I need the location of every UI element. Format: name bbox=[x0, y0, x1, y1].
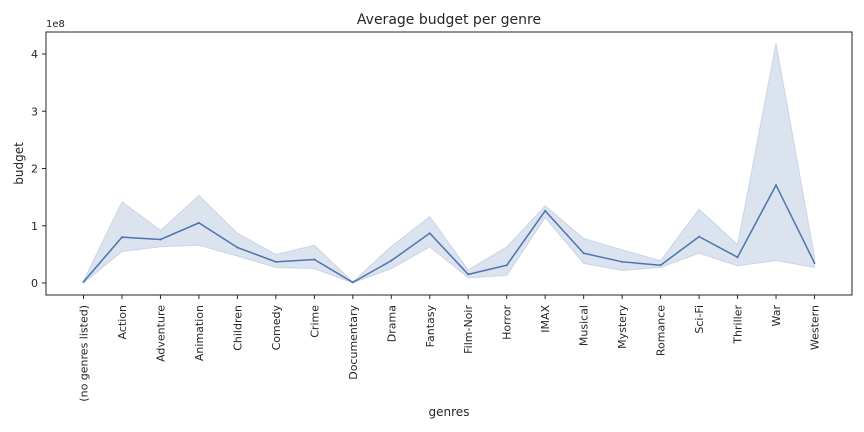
data-point-15 bbox=[659, 264, 662, 267]
x-tick-label: Fantasy bbox=[424, 305, 437, 348]
y-tick-label: 4 bbox=[31, 48, 38, 61]
data-point-8 bbox=[390, 259, 393, 262]
x-tick-label: Mystery bbox=[616, 305, 629, 349]
data-point-1 bbox=[120, 236, 123, 239]
x-tick-label: Adventure bbox=[154, 305, 167, 362]
x-tick-label: (no genres listed) bbox=[78, 305, 91, 402]
data-point-4 bbox=[236, 246, 239, 249]
x-tick-label: Film-Noir bbox=[462, 305, 475, 354]
x-tick-label: Children bbox=[231, 305, 244, 351]
x-tick-label: IMAX bbox=[539, 305, 552, 333]
x-tick-label: Western bbox=[809, 305, 822, 350]
x-tick-label: Romance bbox=[655, 305, 668, 356]
x-tick-label: Drama bbox=[385, 305, 398, 342]
x-tick-label: War bbox=[770, 305, 783, 327]
y-tick-label: 2 bbox=[31, 163, 38, 176]
data-point-9 bbox=[428, 232, 431, 235]
data-point-13 bbox=[582, 252, 585, 255]
y-tick-label: 3 bbox=[31, 105, 38, 118]
y-tick-label: 1 bbox=[31, 220, 38, 233]
data-point-3 bbox=[197, 221, 200, 224]
x-tick-label: Horror bbox=[501, 305, 514, 340]
x-tick-label: Action bbox=[116, 305, 129, 339]
data-point-19 bbox=[813, 261, 816, 264]
x-axis-title: genres bbox=[429, 405, 470, 419]
data-point-5 bbox=[274, 260, 277, 263]
y-axis-title: budget bbox=[12, 142, 26, 185]
data-point-7 bbox=[351, 281, 354, 284]
plot-frame bbox=[45, 31, 853, 296]
x-tick-label: Comedy bbox=[270, 305, 283, 351]
y-offset-label: 1e8 bbox=[46, 19, 65, 30]
x-tick-label: Thriller bbox=[732, 305, 745, 345]
x-tick-label: Sci-Fi bbox=[693, 305, 706, 334]
mean-line bbox=[82, 183, 816, 284]
data-point-11 bbox=[505, 264, 508, 267]
data-point-0 bbox=[82, 280, 85, 283]
x-tick-label: Crime bbox=[308, 305, 321, 338]
data-point-6 bbox=[313, 258, 316, 261]
chart-title: Average budget per genre bbox=[357, 12, 541, 28]
data-point-12 bbox=[544, 209, 547, 212]
data-point-17 bbox=[736, 256, 739, 259]
y-tick-label: 0 bbox=[31, 277, 38, 290]
data-point-18 bbox=[775, 184, 778, 187]
plot-area bbox=[45, 31, 853, 296]
data-point-16 bbox=[698, 235, 701, 238]
x-tick-label: Musical bbox=[578, 305, 591, 346]
x-tick-label: Animation bbox=[193, 305, 206, 361]
data-point-10 bbox=[467, 273, 470, 276]
data-point-14 bbox=[621, 260, 624, 263]
data-point-2 bbox=[159, 238, 162, 241]
y-axis: 0 1 2 3 4 bbox=[31, 48, 46, 290]
x-axis: (no genres listed) Action Adventure Animati… bbox=[78, 295, 822, 402]
confidence-band bbox=[83, 43, 815, 285]
x-tick-label: Documentary bbox=[347, 305, 360, 380]
